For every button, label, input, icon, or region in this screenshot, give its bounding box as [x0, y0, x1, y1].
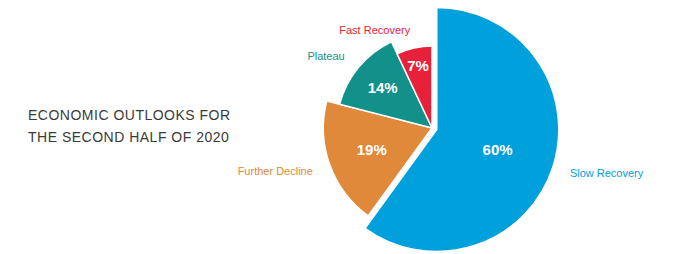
data-labels: 60% 19% 14% 7% — [357, 57, 513, 158]
category-label: Plateau — [307, 50, 344, 62]
chart-svg: 60% 19% 14% 7% Slow Recovery Further Decline P… — [0, 0, 679, 254]
category-label: Slow Recovery — [570, 167, 644, 179]
data-label: 7% — [407, 57, 429, 74]
category-label: Fast Recovery — [339, 24, 410, 36]
pie-slice — [397, 46, 432, 128]
data-label: 19% — [357, 141, 387, 158]
pie-slice — [340, 42, 432, 128]
chart-title: ECONOMIC OUTLOOKS FOR THE SECOND HALF OF… — [28, 104, 243, 148]
pie-group: 60% 19% 14% 7% Slow Recovery Further Decline P… — [238, 8, 644, 252]
data-label: 14% — [368, 79, 398, 96]
data-label: 60% — [483, 141, 513, 158]
category-labels: Slow Recovery Further Decline Plateau Fast … — [238, 24, 644, 178]
chart-container: ECONOMIC OUTLOOKS FOR THE SECOND HALF OF… — [0, 0, 679, 254]
slices — [323, 8, 558, 252]
category-label: Further Decline — [238, 165, 313, 177]
